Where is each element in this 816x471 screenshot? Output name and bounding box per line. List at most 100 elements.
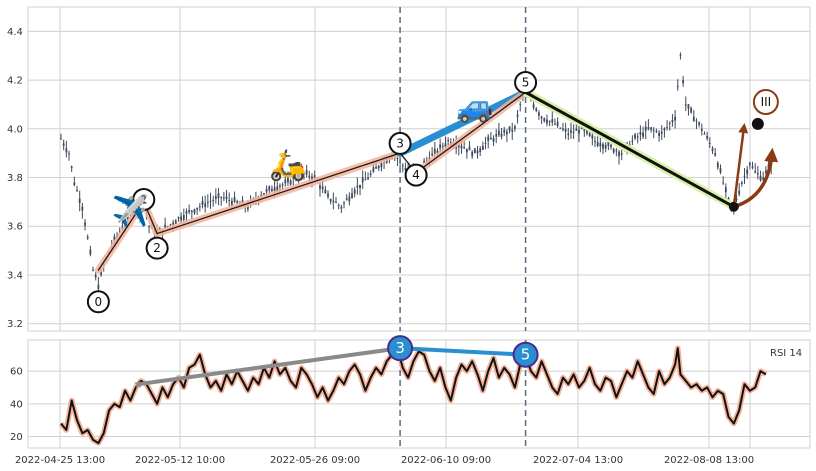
candle-body xyxy=(196,207,199,210)
candle-body xyxy=(404,167,407,171)
candle-body xyxy=(129,212,132,215)
candle-body xyxy=(602,143,604,149)
candle-body xyxy=(164,224,167,229)
candle-body xyxy=(247,206,249,210)
candle-body xyxy=(607,141,610,146)
candle-body xyxy=(441,145,444,147)
rsi-ytick-label: 20 xyxy=(10,432,23,443)
candle-body xyxy=(225,196,228,199)
candle-body xyxy=(492,138,495,142)
wave-label-3: 3 xyxy=(388,131,412,155)
candle-body xyxy=(511,129,514,132)
candle-body xyxy=(62,143,65,146)
candle-body xyxy=(319,185,321,189)
rsi-marker-circle xyxy=(387,335,414,362)
candle-body xyxy=(650,127,652,130)
candle-body xyxy=(263,193,265,195)
candle-body xyxy=(540,116,543,119)
candle-body xyxy=(735,198,738,201)
candle-body xyxy=(551,119,554,123)
candle-body xyxy=(465,148,468,153)
candle-body xyxy=(660,131,663,134)
candle-body xyxy=(706,135,709,139)
rsi-marker-5: 5 xyxy=(512,341,539,368)
candle-body xyxy=(740,182,743,184)
candle-body xyxy=(126,214,129,219)
candle-body xyxy=(679,54,682,56)
rsi-marker-3: 3 xyxy=(387,335,414,362)
candle-body xyxy=(722,182,725,184)
candle-body xyxy=(324,189,327,194)
wave-label-2: 2 xyxy=(145,236,169,260)
candle-body xyxy=(327,193,329,198)
candle-body xyxy=(658,132,660,137)
wave-label-circle xyxy=(132,187,156,211)
candle-body xyxy=(714,153,717,156)
candle-body xyxy=(738,190,741,195)
wave-label-text: 4 xyxy=(412,168,420,182)
xtick-label: 2022-04-25 13:00 xyxy=(15,455,105,466)
wave-end-dot xyxy=(728,201,739,212)
candle-body xyxy=(372,167,375,172)
wave-line xyxy=(156,152,401,235)
candle-body xyxy=(377,165,380,169)
candle-body xyxy=(236,201,239,203)
candle-body xyxy=(698,122,701,125)
candle-body xyxy=(86,236,89,239)
wave-label-text: 1 xyxy=(140,192,148,206)
candle-body xyxy=(68,153,70,155)
candle-body xyxy=(276,186,279,191)
price-ytick-label: 4.2 xyxy=(7,76,23,87)
wave-label-circle xyxy=(145,236,169,260)
candle-body xyxy=(612,148,615,153)
candle-body xyxy=(746,169,749,175)
candle-body xyxy=(273,187,276,191)
candle-body xyxy=(329,198,332,202)
candle-body xyxy=(586,129,588,134)
candle-body xyxy=(305,170,308,175)
wave-target-dot xyxy=(751,117,764,130)
rsi-marker-text: 3 xyxy=(395,339,405,357)
rsi-marker-circle xyxy=(512,341,539,368)
candle-body xyxy=(495,134,498,137)
candle-body xyxy=(554,123,556,125)
candle-body xyxy=(60,138,62,140)
candle-body xyxy=(684,104,687,106)
rsi-star-marker: ★ xyxy=(133,377,144,391)
candle-body xyxy=(300,169,303,173)
candle-body xyxy=(682,80,685,84)
candle-body xyxy=(364,179,367,181)
price-ytick-label: 4.0 xyxy=(7,124,23,135)
candle-body xyxy=(182,215,185,220)
candle-body xyxy=(361,177,364,183)
candle-body xyxy=(172,222,175,225)
wave-label-4: 4 xyxy=(404,163,428,187)
candle-body xyxy=(321,186,324,190)
candle-body xyxy=(756,173,759,175)
candle-body xyxy=(439,144,442,149)
candle-body xyxy=(193,209,196,214)
candle-body xyxy=(174,220,177,224)
xtick-label: 2022-05-12 10:00 xyxy=(135,455,225,466)
candle-body xyxy=(687,104,690,109)
rsi-trend-line xyxy=(136,346,403,387)
rsi-ytick-label: 40 xyxy=(10,399,23,410)
candle-body xyxy=(708,142,711,144)
candle-body xyxy=(639,132,642,135)
candle-body xyxy=(444,143,447,147)
candle-body xyxy=(214,196,217,199)
wave-label-5: 5 xyxy=(514,71,538,95)
candle-body xyxy=(484,142,487,144)
candle-body xyxy=(618,151,620,157)
candle-body xyxy=(719,168,722,173)
candle-body xyxy=(222,197,225,199)
candle-body xyxy=(311,176,313,181)
candle-body xyxy=(431,153,434,156)
candle-body xyxy=(345,198,348,200)
candle-body xyxy=(396,158,399,160)
candle-body xyxy=(447,140,450,142)
candle-body xyxy=(519,103,522,105)
candle-body xyxy=(471,151,474,157)
candle-body xyxy=(359,184,361,189)
